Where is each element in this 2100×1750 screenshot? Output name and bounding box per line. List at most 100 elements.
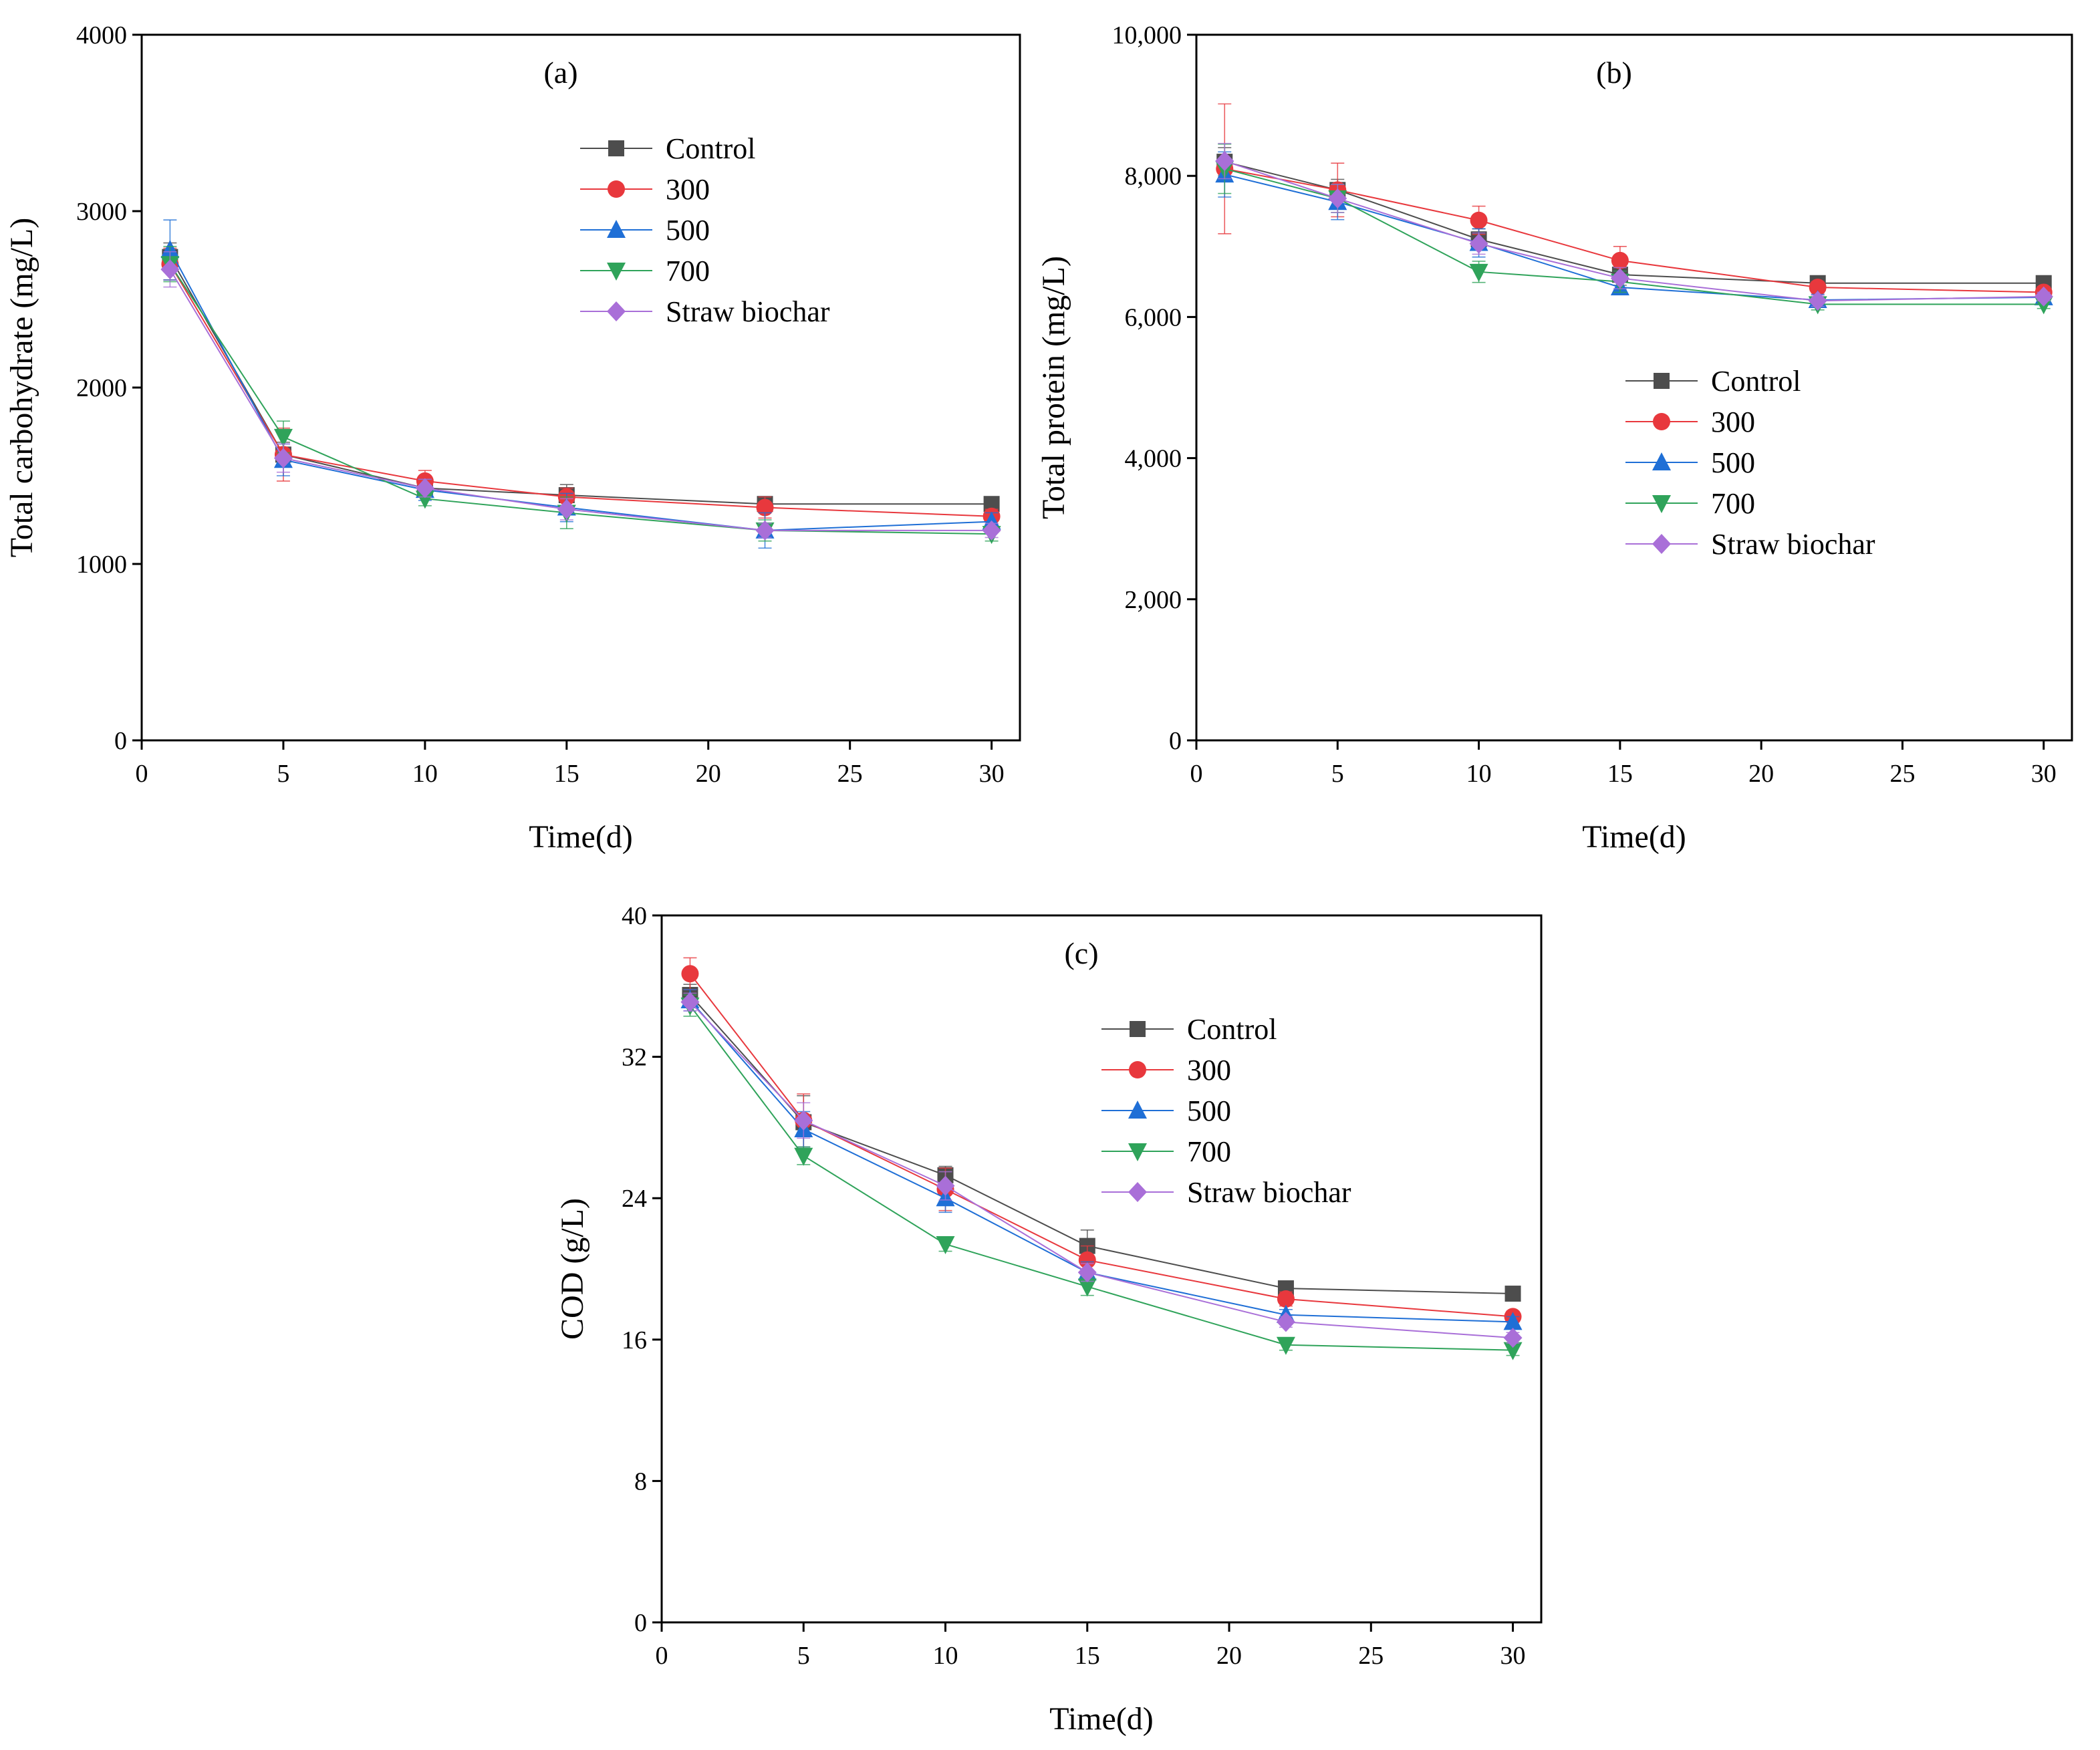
data-point [273, 428, 293, 447]
legend-marker [1652, 452, 1671, 470]
plot-frame [660, 914, 1543, 1624]
data-point [415, 478, 434, 498]
y-tick-label: 2000 [76, 374, 127, 402]
data-point [1809, 279, 1827, 297]
y-tick-label: 40 [622, 902, 647, 930]
data-point [1470, 211, 1488, 229]
legend-label: Straw biochar [1187, 1176, 1351, 1209]
data-point [1503, 1328, 1523, 1348]
x-tick-label: 20 [1216, 1642, 1242, 1670]
legend-label: Control [1187, 1013, 1277, 1046]
data-point [160, 259, 180, 280]
legend-label: 300 [1187, 1054, 1231, 1086]
y-axis-title: COD (g/L) [555, 1198, 590, 1340]
y-tick-label: 0 [634, 1609, 647, 1637]
y-tick-label: 8 [634, 1467, 647, 1495]
data-point [680, 992, 700, 1012]
series-500 [160, 219, 1001, 549]
series-700 [160, 245, 1001, 545]
data-point [756, 498, 774, 517]
y-tick-label: 0 [114, 727, 127, 755]
data-point [936, 1175, 955, 1196]
legend-marker [1652, 534, 1671, 554]
series-line [689, 994, 1513, 1295]
y-tick-label: 16 [622, 1326, 647, 1354]
x-tick-label: 20 [696, 760, 721, 788]
legend-label: 300 [666, 173, 710, 206]
series-line [169, 269, 992, 531]
legend: Control 300 500 700 Straw biochar [1625, 365, 1875, 561]
legend-marker [1128, 1101, 1147, 1119]
y-axis-title: Total protein (mg/L) [1036, 256, 1071, 519]
data-point [1215, 151, 1234, 172]
legend-label: Straw biochar [1711, 528, 1875, 561]
data-point [982, 520, 1001, 541]
x-tick-label: 30 [2031, 760, 2057, 788]
legend-label: 500 [1187, 1095, 1231, 1127]
x-tick-label: 5 [797, 1642, 810, 1670]
panel-label: (a) [543, 55, 577, 90]
series-line [1224, 168, 2044, 305]
legend-marker [607, 301, 626, 321]
legend: Control 300 500 700 Straw biochar [580, 132, 830, 328]
x-axis-title: Time(d) [1049, 1701, 1154, 1737]
series-700 [680, 994, 1523, 1360]
series-line [169, 263, 992, 535]
legend-label: Straw biochar [666, 295, 830, 328]
x-tick-label: 20 [1748, 760, 1774, 788]
x-tick-label: 10 [1466, 760, 1492, 788]
x-tick-label: 5 [1331, 760, 1344, 788]
x-tick-label: 25 [837, 760, 863, 788]
series-300 [161, 247, 1001, 525]
y-tick-label: 24 [622, 1185, 647, 1213]
series-line [689, 1001, 1513, 1339]
legend-label: Control [666, 132, 755, 165]
x-tick-label: 30 [979, 760, 1005, 788]
data-point [794, 1110, 813, 1131]
x-tick-label: 0 [136, 760, 148, 788]
y-tick-label: 8,000 [1125, 162, 1182, 190]
panel-label: (b) [1596, 55, 1632, 90]
data-point [1276, 1312, 1295, 1332]
x-tick-label: 15 [554, 760, 579, 788]
x-tick-label: 15 [1075, 1642, 1100, 1670]
x-tick-label: 10 [933, 1642, 958, 1670]
legend-marker [1128, 1182, 1147, 1202]
series-straw-biochar [680, 992, 1523, 1348]
data-point [794, 1147, 813, 1166]
series-control [682, 984, 1521, 1302]
legend-marker [1129, 1061, 1146, 1078]
data-point [1808, 291, 1827, 311]
legend-marker [608, 140, 624, 156]
data-point [415, 490, 434, 509]
x-axis-title: Time(d) [529, 819, 633, 855]
y-tick-label: 4000 [76, 21, 127, 49]
series-line [689, 1000, 1513, 1323]
data-point [1469, 263, 1488, 282]
legend-label: 500 [1711, 446, 1755, 479]
legend-marker [607, 220, 626, 238]
x-tick-label: 0 [1190, 760, 1203, 788]
data-point [1503, 1342, 1523, 1360]
x-tick-label: 0 [656, 1642, 668, 1670]
legend-marker [608, 180, 625, 198]
series-line [1224, 160, 2044, 302]
legend-marker [607, 263, 626, 281]
data-point [1469, 233, 1488, 254]
x-tick-label: 5 [277, 760, 289, 788]
series-straw-biochar [160, 251, 1001, 541]
data-point [273, 448, 293, 468]
series-line [689, 1005, 1513, 1351]
data-point [1328, 188, 1347, 208]
series-500 [680, 989, 1523, 1330]
data-point [557, 499, 576, 520]
y-tick-label: 10,000 [1112, 21, 1182, 49]
legend-label: 700 [666, 255, 710, 287]
data-point [1610, 268, 1629, 289]
data-point [2034, 286, 2053, 307]
y-tick-label: 0 [1169, 727, 1182, 755]
x-tick-label: 25 [1358, 1642, 1384, 1670]
x-axis-title: Time(d) [1582, 819, 1686, 855]
x-tick-label: 25 [1889, 760, 1915, 788]
